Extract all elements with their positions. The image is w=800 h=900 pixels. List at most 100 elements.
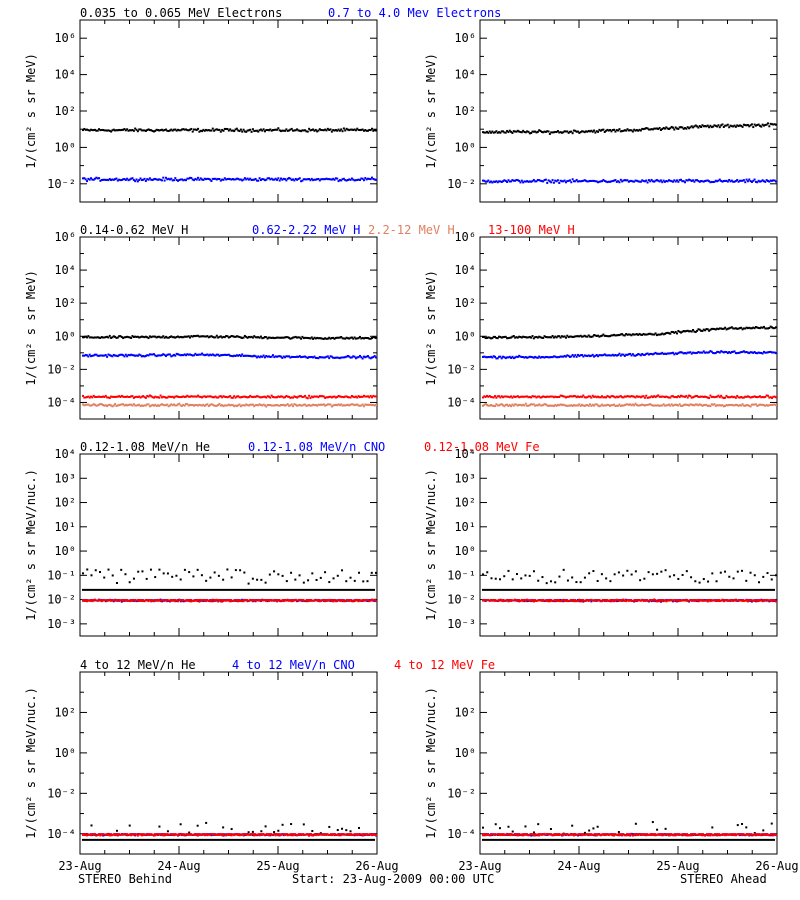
data-point (116, 336, 119, 339)
data-point (700, 125, 703, 128)
data-point (492, 404, 495, 407)
data-point (255, 179, 258, 182)
data-point (530, 834, 533, 837)
legend-label: 0.14-0.62 MeV H (80, 223, 188, 237)
data-point (215, 598, 218, 601)
data-point (211, 335, 214, 338)
data-point (554, 404, 557, 407)
data-point (205, 403, 208, 406)
data-point (669, 127, 672, 130)
data-point (626, 834, 629, 837)
data-point (536, 178, 539, 181)
data-point (175, 395, 178, 398)
data-point (171, 336, 174, 339)
data-point (730, 179, 733, 182)
data-point (321, 403, 324, 406)
data-point (558, 575, 561, 578)
data-point (267, 834, 270, 837)
data-point (326, 178, 329, 181)
data-point (714, 124, 717, 127)
data-point (120, 600, 123, 603)
data-point (112, 178, 115, 181)
data-point (674, 834, 677, 837)
data-point (316, 395, 319, 398)
data-point (504, 834, 507, 837)
data-point (701, 180, 704, 183)
data-point (238, 403, 241, 406)
data-point (318, 179, 321, 182)
data-point (766, 327, 769, 330)
data-point (170, 355, 173, 358)
data-point (322, 403, 325, 406)
data-point (594, 403, 597, 406)
data-point (769, 325, 772, 328)
data-point (646, 333, 649, 336)
data-point (179, 823, 182, 826)
data-point (706, 600, 709, 603)
data-point (698, 599, 701, 602)
data-point (503, 599, 506, 602)
data-point (115, 404, 118, 407)
data-point (736, 824, 739, 827)
data-point (583, 179, 586, 182)
data-point (159, 178, 162, 181)
data-point (635, 833, 638, 836)
data-point (538, 599, 541, 602)
data-point (659, 599, 662, 602)
data-point (158, 825, 161, 828)
data-point (269, 599, 272, 602)
data-point (305, 404, 308, 407)
data-point (567, 336, 570, 339)
data-point (340, 599, 343, 602)
data-point (281, 336, 284, 339)
legend-label: 0.7 to 4.0 Mev Electrons (328, 6, 501, 20)
data-point (103, 404, 106, 407)
data-point (760, 599, 763, 602)
data-point (214, 395, 217, 398)
data-point (645, 333, 648, 336)
data-point (741, 403, 744, 406)
data-point (163, 834, 166, 837)
data-point (127, 179, 130, 182)
data-point (510, 405, 513, 408)
data-point (249, 394, 252, 397)
data-point (775, 180, 777, 183)
data-point (702, 404, 705, 407)
data-point (753, 832, 756, 835)
data-point (170, 177, 173, 180)
data-point (599, 354, 602, 357)
data-point (336, 829, 339, 832)
data-point (530, 180, 533, 183)
data-point (698, 328, 701, 331)
data-point (198, 335, 201, 338)
data-point (353, 128, 356, 131)
data-point (162, 129, 165, 132)
data-point (265, 178, 268, 181)
data-point (523, 833, 526, 836)
data-point (634, 354, 637, 357)
data-point (750, 599, 753, 602)
data-point (498, 335, 501, 338)
data-point (516, 179, 519, 182)
data-point (578, 403, 581, 406)
data-point (770, 326, 773, 329)
data-point (234, 178, 237, 181)
data-point (760, 125, 763, 128)
data-point (346, 355, 349, 358)
y-axis-label: 1/(cm² s sr MeV) (424, 270, 438, 386)
data-point (615, 180, 618, 183)
data-point (344, 129, 347, 132)
data-point (159, 403, 162, 406)
y-tick-label: 10⁻⁴ (47, 395, 76, 409)
data-point (189, 353, 192, 356)
data-point (531, 356, 534, 359)
data-point (296, 396, 299, 399)
data-point (701, 395, 704, 398)
data-point (290, 396, 293, 399)
data-point (696, 351, 699, 354)
data-point (160, 403, 163, 406)
data-point (122, 354, 125, 357)
data-point (770, 599, 773, 602)
data-point (528, 180, 531, 183)
data-point (610, 130, 613, 133)
